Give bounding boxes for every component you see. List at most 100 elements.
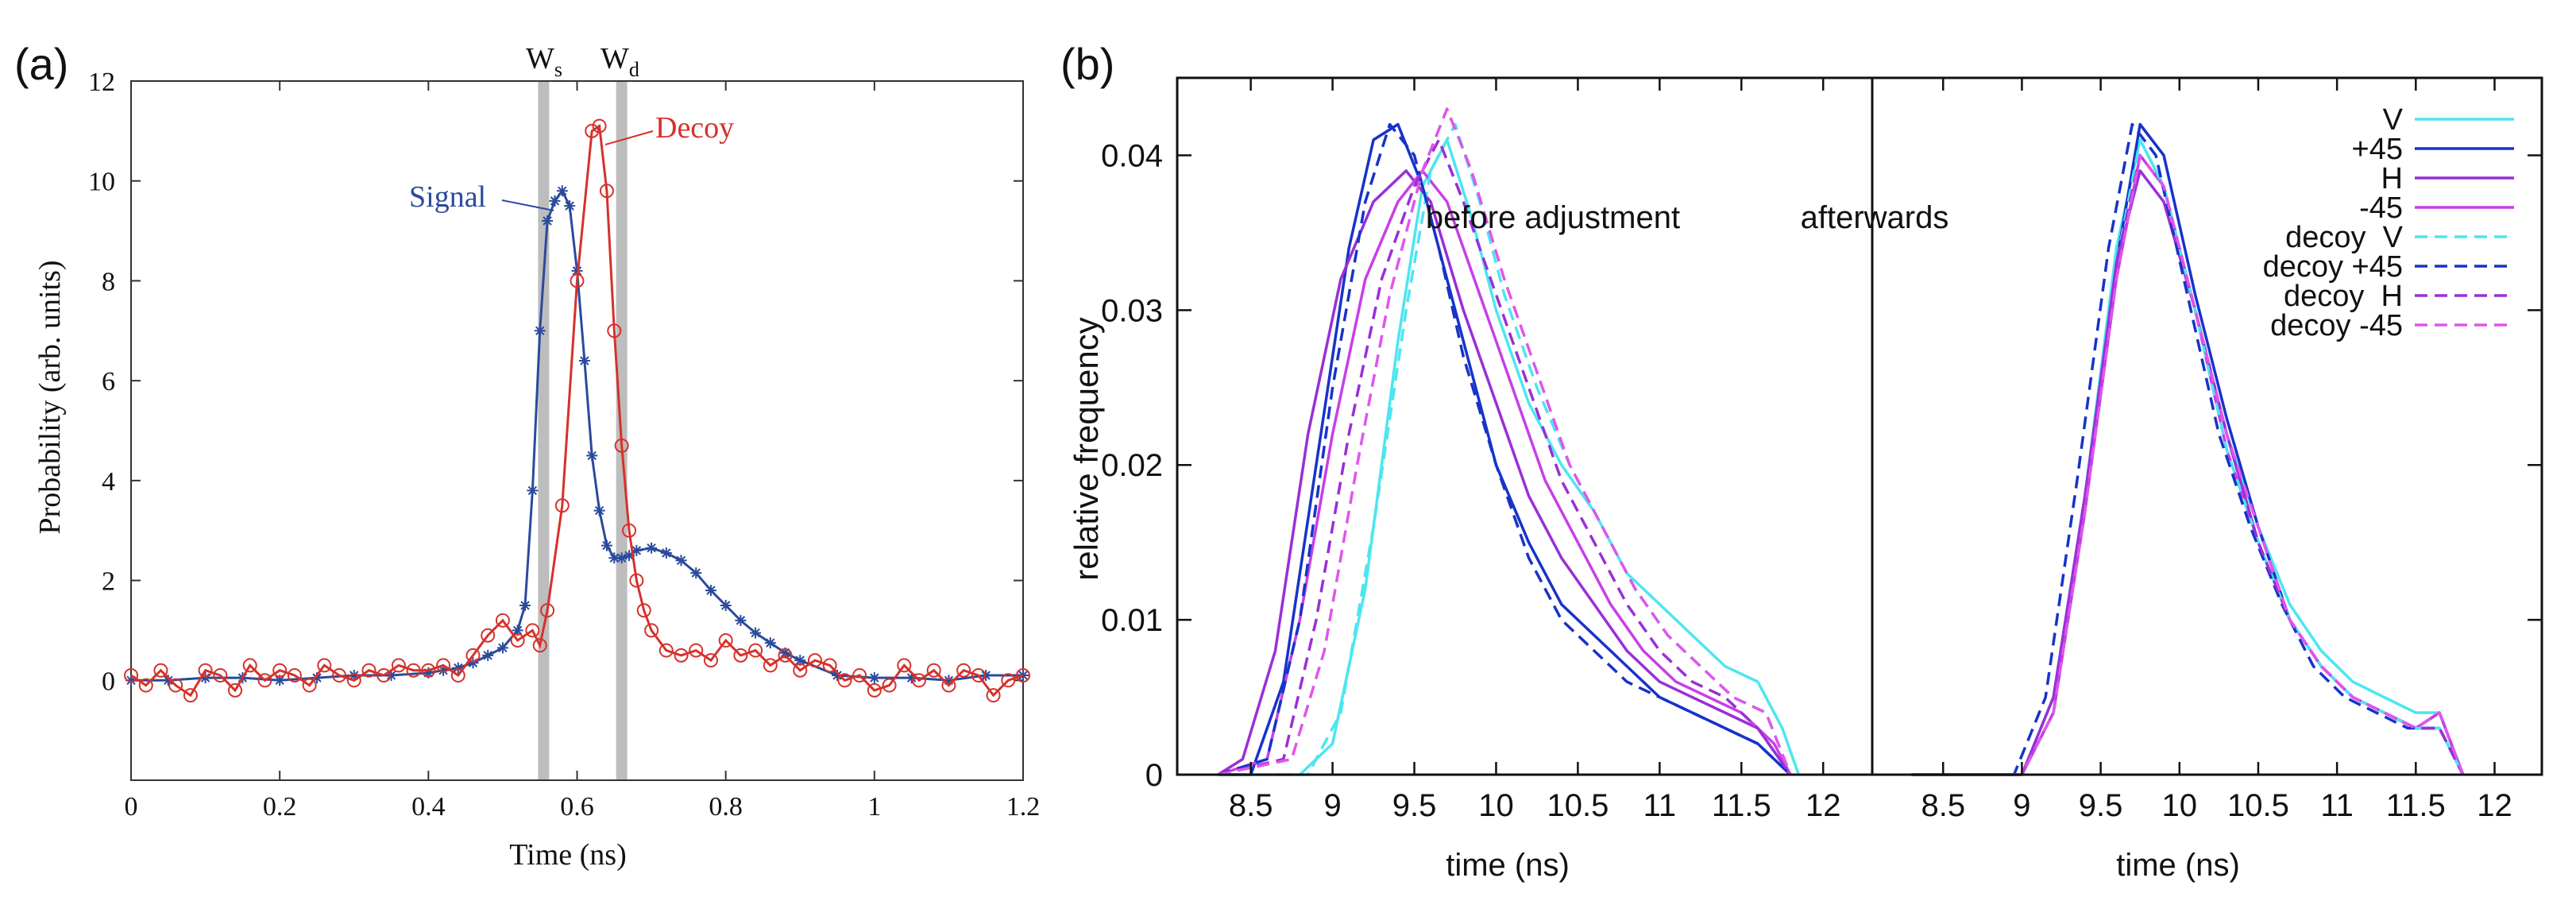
data-point-decoy — [153, 663, 168, 678]
data-point-decoy — [540, 603, 555, 618]
data-point-decoy — [302, 678, 317, 693]
x-axis-b: 8.5 9 9.5 10 10.5 11 11.5 12 8.5 9 9.5 10 10.5 11 11.5… — [1229, 78, 2512, 823]
data-point-signal — [675, 555, 687, 567]
signal-pointer — [501, 199, 554, 211]
data-point-signal — [385, 670, 397, 681]
plot-frames-b — [1176, 76, 2543, 776]
x-tick-label: 11 — [1643, 788, 1677, 823]
series-line-signal — [131, 188, 1023, 682]
decoy-pointer — [604, 130, 654, 145]
legend-label: V — [2383, 103, 2404, 137]
x-tick-label: 11.5 — [1712, 788, 1771, 823]
data-point-decoy — [213, 668, 228, 683]
series-label-signal: Signal — [409, 180, 486, 214]
y-axis-b: 0 0.01 0.02 0.03 0.04 — [1101, 138, 2542, 793]
data-point-decoy — [956, 663, 971, 678]
data-point-decoy — [332, 668, 347, 683]
y-axis-label-b: relative frequency — [1068, 317, 1105, 581]
series-line-before — [1218, 107, 1792, 776]
data-point-decoy — [674, 648, 689, 663]
data-point-decoy — [703, 653, 718, 668]
x-tick-label: 11 — [2320, 788, 2354, 823]
data-point-signal — [616, 552, 628, 564]
data-point-decoy — [585, 123, 600, 138]
data-point-signal — [452, 662, 464, 674]
data-point-decoy — [346, 673, 361, 688]
y-tick-label: 4 — [102, 467, 115, 497]
data-point-signal — [660, 547, 672, 559]
panel-label-b: (b) — [1060, 39, 1114, 89]
data-point-decoy — [622, 523, 637, 538]
x-axis-label-a: Time (ns) — [509, 838, 626, 872]
data-point-decoy — [406, 663, 421, 678]
data-point-decoy — [592, 118, 607, 133]
x-tick-label: 8.5 — [1229, 788, 1273, 823]
legend-label: decoy +45 — [2263, 250, 2403, 284]
series-label-decoy: Decoy — [655, 111, 734, 145]
subpanel-label-before: before adjustment — [1426, 200, 1680, 235]
data-point-decoy — [198, 663, 213, 678]
y-axis-a: 0 2 4 6 8 10 12 — [88, 68, 1023, 696]
data-point-signal — [690, 567, 702, 579]
legend-label: decoy H — [2284, 280, 2403, 313]
panel-label-a: (a) — [14, 39, 68, 89]
data-point-decoy — [481, 628, 496, 643]
data-point-decoy — [168, 678, 183, 693]
data-point-signal — [624, 550, 635, 562]
data-point-decoy — [636, 603, 651, 618]
legend-label: H — [2381, 162, 2403, 195]
data-point-signal — [586, 450, 598, 462]
legend-label: decoy -45 — [2270, 309, 2403, 342]
data-point-signal — [608, 552, 620, 564]
data-point-signal — [943, 675, 955, 686]
y-tick-label: 2 — [102, 567, 115, 597]
data-point-decoy — [689, 643, 704, 658]
y-tick-label: 10 — [88, 168, 115, 197]
data-point-decoy — [793, 663, 808, 678]
data-point-decoy — [852, 668, 867, 683]
window-label-wd: Wd — [601, 42, 639, 81]
data-point-signal — [534, 325, 546, 337]
data-point-signal — [274, 675, 286, 686]
x-tick-label: 1 — [867, 792, 881, 822]
data-point-decoy — [532, 638, 547, 653]
y-tick-label: 0.02 — [1101, 448, 1163, 483]
data-point-signal — [512, 625, 523, 636]
data-point-decoy — [822, 658, 837, 673]
data-point-signal — [423, 667, 434, 679]
data-point-decoy — [361, 663, 377, 678]
data-point-decoy — [599, 184, 614, 199]
data-point-decoy — [986, 688, 1001, 703]
data-point-signal — [519, 600, 531, 611]
series-line-before — [1217, 122, 1792, 776]
data-point-decoy — [882, 678, 897, 693]
data-point-decoy — [495, 613, 510, 628]
x-tick-label: 9 — [2013, 788, 2030, 823]
data-point-decoy — [465, 648, 481, 663]
data-point-signal — [556, 185, 568, 197]
data-point-decoy — [867, 683, 882, 698]
data-point-signal — [126, 675, 137, 686]
data-point-decoy — [257, 673, 272, 688]
data-point-signal — [542, 215, 554, 226]
data-point-signal — [646, 542, 658, 554]
data-point-decoy — [763, 658, 778, 673]
data-point-decoy — [138, 678, 153, 693]
data-point-decoy — [718, 633, 733, 648]
data-point-decoy — [287, 668, 302, 683]
data-point-signal — [868, 672, 880, 684]
data-point-signal — [735, 614, 747, 626]
window-label-ws: Ws — [526, 42, 562, 81]
data-point-decoy — [644, 623, 659, 638]
data-point-signal — [764, 637, 776, 649]
data-point-signal — [832, 670, 844, 681]
data-point-signal — [549, 195, 561, 207]
y-tick-label: 0 — [102, 667, 115, 696]
data-point-decoy — [450, 668, 465, 683]
data-point-signal — [720, 600, 732, 611]
x-tick-label: 9.5 — [1392, 788, 1437, 823]
data-point-decoy — [554, 498, 570, 513]
data-point-signal — [980, 670, 992, 681]
time-windows — [538, 81, 628, 780]
